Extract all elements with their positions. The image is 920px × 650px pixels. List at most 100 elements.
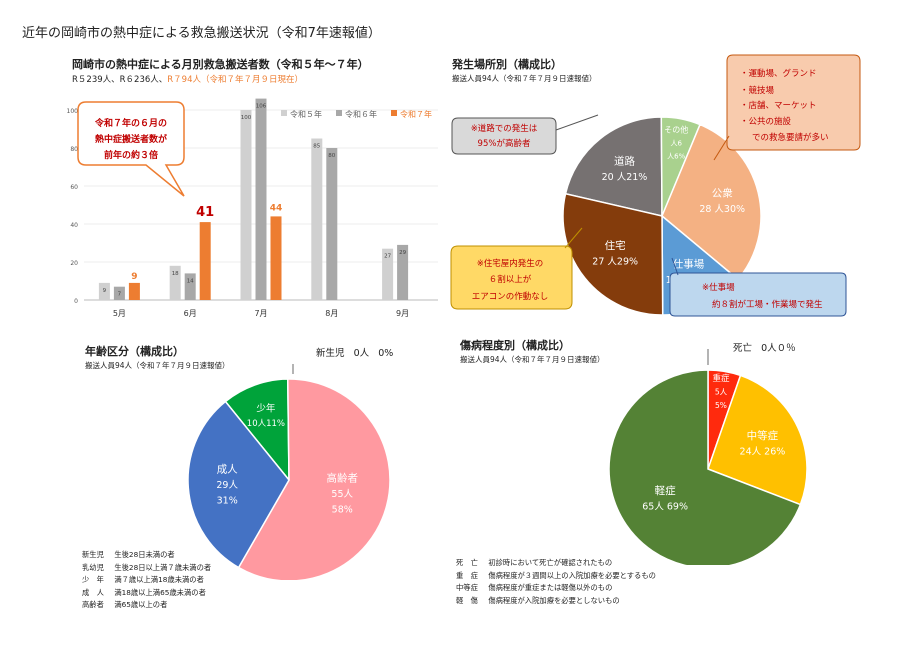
death-label: 死亡 0人０％ (733, 340, 796, 354)
pie-label-道路: 20 人21% (602, 172, 648, 183)
bar-data-label: 106 (256, 104, 267, 110)
death-label-name: 死亡 (733, 343, 753, 354)
pie-label-高齢者: 55人 (331, 489, 353, 500)
bar-令和５年-7月 (240, 110, 252, 300)
bar-data-label: 27 (384, 254, 391, 260)
bar-data-label: 80 (328, 153, 335, 159)
home-callout-line-3: エアコンの作動なし (472, 291, 549, 302)
pie-slice-公衆 (661, 123, 762, 281)
legend-label: 令和６年 (345, 109, 377, 119)
pie-slice-成人 (187, 400, 290, 569)
public-callout-line-3: ・店舗、マーケット (740, 100, 817, 111)
pie-label-その他: 人6% (667, 153, 685, 161)
pie-label-高齢者: 58% (332, 505, 353, 516)
bar-data-label: 41 (196, 205, 214, 220)
legend-label: 令和７年 (400, 109, 432, 119)
pie-label-高齢者: 高齢者 (326, 472, 358, 485)
pie-label-重症: 5人 (715, 388, 728, 397)
age-pie: 少年 10人11% 高齢者 55人 58% 成人 29人 31% (187, 364, 391, 580)
bar-令和７年-6月 (199, 222, 211, 300)
y-tick-label: 40 (70, 222, 78, 229)
y-tick-label: 100 (67, 108, 79, 115)
bar-chart-subtitle-r7: R７94人（令和７年７月９日現在） (167, 75, 303, 85)
bar-callout-line-2: 熱中症搬送者数が (95, 133, 168, 145)
bar-chart-subtitle-totals: R５239人、R６236人、 (72, 75, 168, 85)
pie-label-公衆: 公衆 (712, 187, 733, 200)
x-tick-label: 7月 (254, 309, 267, 318)
page-title: 近年の岡崎市の熱中症による救急搬送状況（令和7年速報値） (22, 26, 381, 41)
pie-slice-住宅 (562, 192, 664, 316)
pie-label-その他: その他 (664, 125, 688, 135)
pie-slice-少年 (224, 378, 290, 483)
bar-data-label: 18 (172, 271, 179, 277)
location-pie-note: 搬送人員94人（令和７年７月９日速報値） (452, 74, 597, 83)
bar-令和６年-7月 (255, 98, 267, 300)
legend-label: 令和５年 (290, 109, 322, 119)
bar-callout-line-3: 前年の約３倍 (104, 149, 158, 161)
age-definitions: 新生児 生後28日未満の者 乳幼児 生後28日以上満７歳未満の者 少 年 満７歳… (82, 549, 211, 612)
y-tick-label: 60 (70, 184, 78, 191)
severity-pie-note: 搬送人員94人（令和７年７月９日速報値） (460, 355, 605, 364)
bar-令和７年-7月 (270, 216, 282, 300)
home-callout-line-2: ６割以上が (489, 274, 532, 285)
bar-令和６年-6月 (184, 273, 196, 300)
road-callout-box (451, 117, 557, 155)
bar-data-label: 14 (187, 278, 194, 284)
pie-slice-軽症 (608, 369, 802, 565)
bar-data-label: 7 (118, 292, 122, 298)
pie-slice-中等症 (707, 374, 808, 506)
bar-chart: 0 20 40 60 80 100 5月 6月 7月 8月 9月 9 7 9 18 14 41 100 106 44… (67, 98, 438, 318)
severity-def-row: 軽 傷 傷病程度が入院加療を必要としないもの (456, 595, 620, 605)
y-tick-label: 20 (70, 260, 78, 267)
home-callout-box (450, 245, 573, 310)
age-def-row: 成 人 満18歳以上満65歳未満の者 (82, 587, 206, 597)
home-callout-line-1: ※住宅屋内発生の (477, 258, 544, 269)
x-tick-label: 6月 (184, 309, 197, 318)
severity-def-row: 重 症 傷病程度が３週間以上の入院加療を必要とするもの (456, 570, 656, 580)
pie-slice-道路 (564, 116, 663, 217)
pie-label-成人: 成人 (217, 464, 238, 476)
pie-label-公衆: 28 人30% (699, 204, 745, 215)
bar-chart-title: 岡崎市の熱中症による月別救急搬送者数（令和５年～７年） (72, 58, 369, 71)
severity-pie-title: 傷病程度別（構成比） (460, 339, 570, 352)
pie-label-その他: 人6 (670, 140, 682, 148)
work-callout-line-2: 約８割が工場・作業場で発生 (712, 299, 823, 310)
bar-data-label: 9 (131, 272, 137, 282)
y-tick-label: 0 (74, 298, 78, 305)
bar-令和５年-9月 (382, 248, 394, 300)
newborn-label-name: 新生児 (316, 348, 345, 359)
bar-令和５年-6月 (169, 265, 181, 300)
pie-label-成人: 29人 (216, 480, 238, 491)
severity-def-row: 中等症 傷病程度が重症または軽傷以外のもの (456, 583, 613, 592)
road-callout-line-2: 95%が高齢者 (478, 138, 531, 149)
severity-definitions: 死 亡 初診時において死亡が確認されたもの 重 症 傷病程度が３週間以上の入院加… (456, 557, 656, 607)
home-callout-pointer (564, 227, 583, 249)
severity-pie: 重症 5人 5% 中等症 24人 26% 軽症 65人 69% (608, 349, 808, 565)
bar-令和５年-5月 (98, 282, 110, 300)
pie-label-軽症: 軽症 (655, 484, 676, 497)
pie-label-中等症: 24人 26% (740, 447, 786, 458)
pie-label-少年: 少年 (256, 403, 276, 415)
bar-令和７年-5月 (128, 282, 140, 300)
location-pie-title: 発生場所別（構成比） (452, 58, 562, 71)
bar-data-label: 44 (270, 203, 283, 213)
y-tick-label: 80 (70, 146, 78, 153)
pie-label-道路: 道路 (614, 155, 635, 168)
bar-data-label: 85 (313, 144, 320, 150)
death-label-count: 0人０％ (761, 343, 796, 354)
road-callout-pointer (555, 114, 599, 131)
bar-令和６年-8月 (326, 148, 338, 300)
bar-callout-line-1: 令和７年の６月の (94, 117, 167, 129)
age-def-row: 新生児 生後28日未満の者 (82, 550, 175, 559)
public-callout-line-4: ・公共の施設 (740, 116, 792, 127)
public-callout-box (726, 54, 861, 151)
bar-令和６年-5月 (113, 286, 125, 300)
pie-label-住宅: 住宅 (605, 239, 626, 252)
pie-label-住宅: 27 人29% (592, 256, 638, 267)
severity-def-row: 死 亡 初診時において死亡が確認されたもの (456, 558, 613, 567)
pie-label-成人: 31% (217, 496, 238, 507)
work-callout-pointer (671, 257, 679, 276)
newborn-label-pct: 0% (378, 348, 394, 359)
road-callout-line-1: ※道路での発生は (471, 123, 538, 134)
